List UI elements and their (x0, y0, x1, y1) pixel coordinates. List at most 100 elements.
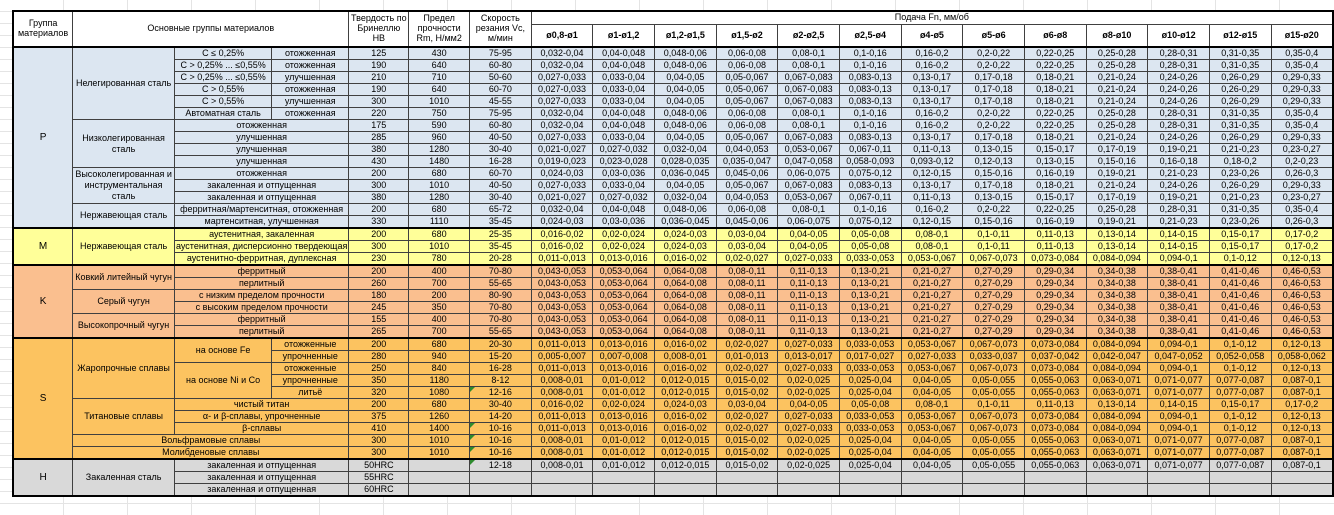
feed-value-cell[interactable]: 0,13-0,21 (838, 289, 902, 302)
cutting-speed-cell[interactable]: 30-40 (469, 398, 532, 411)
feed-value-cell[interactable]: 0,12-0,15 (900, 167, 964, 180)
feed-value-cell[interactable]: 0,027-0,033 (777, 337, 840, 351)
feed-value-cell[interactable]: 0,2-0,22 (962, 203, 1025, 216)
feed-value-cell[interactable]: 0,077-0,087 (1208, 458, 1272, 472)
feed-value-cell[interactable]: 0,03-0,04 (715, 398, 779, 411)
feed-value-cell[interactable]: 0,083-0,13 (838, 95, 902, 108)
feed-value-cell[interactable]: 0,083-0,13 (838, 131, 902, 144)
material-state-cell[interactable]: закаленная и отпущенная (173, 179, 350, 192)
feed-value-cell[interactable]: 0,073-0,084 (1023, 337, 1087, 351)
feed-value-cell[interactable]: 0,052-0,058 (1208, 350, 1272, 363)
feed-value-cell[interactable]: 0,03-0,04 (715, 240, 779, 253)
feed-value-cell[interactable]: 0,08-0,1 (900, 227, 964, 241)
material-name-cell[interactable]: Низколегированная сталь (72, 119, 175, 168)
feed-value-cell[interactable]: 0,048-0,06 (654, 59, 717, 72)
feed-value-cell[interactable]: 0,17-0,18 (962, 83, 1025, 96)
feed-value-cell[interactable]: 0,03-0,04 (715, 227, 779, 241)
feed-value-cell[interactable]: 0,17-0,2 (1270, 398, 1334, 411)
feed-value-cell[interactable]: 0,18-0,21 (1023, 71, 1087, 84)
feed-col-header-12[interactable]: ø15-ø20 (1270, 24, 1334, 48)
feed-value-cell[interactable]: 0,02-0,024 (592, 240, 655, 253)
feed-value-cell[interactable]: 0,05-0,067 (715, 83, 779, 96)
feed-value-cell[interactable] (962, 483, 1025, 497)
feed-value-cell[interactable]: 0,26-0,29 (1208, 95, 1272, 108)
feed-value-cell[interactable]: 0,071-0,077 (1147, 374, 1210, 387)
feed-value-cell[interactable]: 0,1-0,16 (838, 59, 902, 72)
feed-value-cell[interactable]: 0,055-0,063 (1023, 458, 1087, 472)
material-state-cell[interactable]: отожженные (271, 362, 350, 375)
material-state-cell[interactable]: закаленная и отпущенная (173, 471, 350, 484)
feed-value-cell[interactable]: 0,08-0,11 (715, 264, 779, 278)
feed-value-cell[interactable]: 0,04-0,05 (654, 95, 717, 108)
feed-value-cell[interactable]: 0,08-0,11 (715, 277, 779, 290)
hardness-hb-cell[interactable]: 55HRC (348, 471, 410, 484)
feed-value-cell[interactable]: 0,08-0,1 (900, 240, 964, 253)
material-state-cell[interactable]: литьё (271, 386, 350, 399)
feed-value-cell[interactable]: 0,084-0,094 (1085, 362, 1149, 375)
feed-value-cell[interactable]: 0,16-0,2 (900, 107, 964, 120)
feed-value-cell[interactable]: 0,077-0,087 (1208, 434, 1272, 447)
feed-value-cell[interactable]: 0,053-0,067 (900, 362, 964, 375)
material-name-cell[interactable]: Нержавеющая сталь (72, 227, 175, 266)
feed-value-cell[interactable]: 0,05-0,055 (962, 446, 1025, 460)
feed-value-cell[interactable]: 0,011-0,013 (530, 362, 594, 375)
feed-value-cell[interactable]: 0,071-0,077 (1147, 446, 1210, 460)
cutting-speed-cell[interactable]: 65-72 (469, 203, 532, 216)
feed-value-cell[interactable]: 0,12-0,13 (1270, 362, 1334, 375)
material-state-cell[interactable]: α- и β-сплавы, упрочненные (173, 410, 350, 423)
material-name-cell[interactable]: Титановые сплавы (72, 398, 175, 435)
feed-value-cell[interactable] (1270, 471, 1334, 484)
feed-value-cell[interactable]: 0,043-0,053 (530, 289, 594, 302)
feed-value-cell[interactable] (1023, 483, 1087, 497)
feed-value-cell[interactable]: 0,01-0,012 (592, 446, 655, 460)
feed-value-cell[interactable]: 0,094-0,1 (1147, 422, 1210, 435)
feed-value-cell[interactable]: 0,16-0,19 (1023, 215, 1087, 229)
feed-value-cell[interactable]: 0,02-0,025 (777, 434, 840, 447)
feed-value-cell[interactable]: 0,008-0,01 (530, 374, 594, 387)
feed-value-cell[interactable]: 0,34-0,38 (1085, 325, 1149, 339)
feed-value-cell[interactable]: 0,2-0,22 (962, 46, 1025, 60)
feed-col-header-6[interactable]: ø4-ø5 (900, 24, 964, 48)
hardness-hb-cell[interactable]: 230 (348, 252, 410, 266)
feed-value-cell[interactable]: 0,063-0,071 (1085, 446, 1149, 460)
feed-value-cell[interactable]: 0,13-0,21 (838, 277, 902, 290)
material-name-cell[interactable]: Нелегированная сталь (72, 46, 175, 120)
feed-value-cell[interactable]: 0,033-0,04 (592, 179, 655, 192)
feed-value-cell[interactable]: 0,2-0,22 (962, 119, 1025, 132)
hardness-hb-cell[interactable]: 200 (348, 264, 410, 278)
feed-value-cell[interactable]: 0,22-0,25 (1023, 59, 1087, 72)
header-material-group[interactable]: Группа материалов (12, 10, 74, 48)
feed-value-cell[interactable]: 0,19-0,21 (1085, 167, 1149, 180)
feed-value-cell[interactable]: 0,27-0,29 (962, 277, 1025, 290)
feed-value-cell[interactable]: 0,071-0,077 (1147, 386, 1210, 399)
material-state-cell[interactable]: улучшенная (173, 155, 350, 168)
strength-rm-cell[interactable]: 350 (408, 301, 471, 314)
feed-value-cell[interactable]: 0,027-0,033 (530, 131, 594, 144)
feed-value-cell[interactable]: 0,027-0,033 (777, 422, 840, 435)
feed-value-cell[interactable]: 0,048-0,06 (654, 119, 717, 132)
material-state-cell[interactable]: с высоким пределом прочности (173, 301, 350, 314)
feed-value-cell[interactable]: 0,12-0,13 (1270, 337, 1334, 351)
material-name-cell[interactable]: Ковкий литейный чугун (72, 264, 175, 290)
feed-value-cell[interactable]: 0,073-0,084 (1023, 422, 1087, 435)
strength-rm-cell[interactable]: 940 (408, 350, 471, 363)
feed-value-cell[interactable]: 0,012-0,015 (654, 434, 717, 447)
strength-rm-cell[interactable]: 680 (408, 337, 471, 351)
feed-value-cell[interactable]: 0,15-0,17 (1023, 143, 1087, 156)
feed-value-cell[interactable]: 0,22-0,25 (1023, 107, 1087, 120)
feed-value-cell[interactable]: 0,087-0,1 (1270, 458, 1334, 472)
cutting-speed-cell[interactable]: 50-60 (469, 71, 532, 84)
feed-value-cell[interactable]: 0,013-0,017 (777, 350, 840, 363)
material-state-cell[interactable]: отожженная (271, 83, 350, 96)
feed-value-cell[interactable]: 0,38-0,41 (1147, 289, 1210, 302)
feed-value-cell[interactable]: 0,025-0,04 (838, 446, 902, 460)
feed-value-cell[interactable]: 0,084-0,094 (1085, 337, 1149, 351)
feed-value-cell[interactable]: 0,08-0,11 (715, 313, 779, 326)
header-strength-rm[interactable]: Предел прочности Rm, Н/мм2 (408, 10, 471, 48)
feed-value-cell[interactable]: 0,08-0,1 (777, 203, 840, 216)
feed-value-cell[interactable]: 0,019-0,023 (530, 155, 594, 168)
feed-value-cell[interactable]: 0,025-0,04 (838, 458, 902, 472)
feed-value-cell[interactable]: 0,035-0,047 (715, 155, 779, 168)
feed-value-cell[interactable] (777, 483, 840, 497)
feed-value-cell[interactable]: 0,087-0,1 (1270, 386, 1334, 399)
